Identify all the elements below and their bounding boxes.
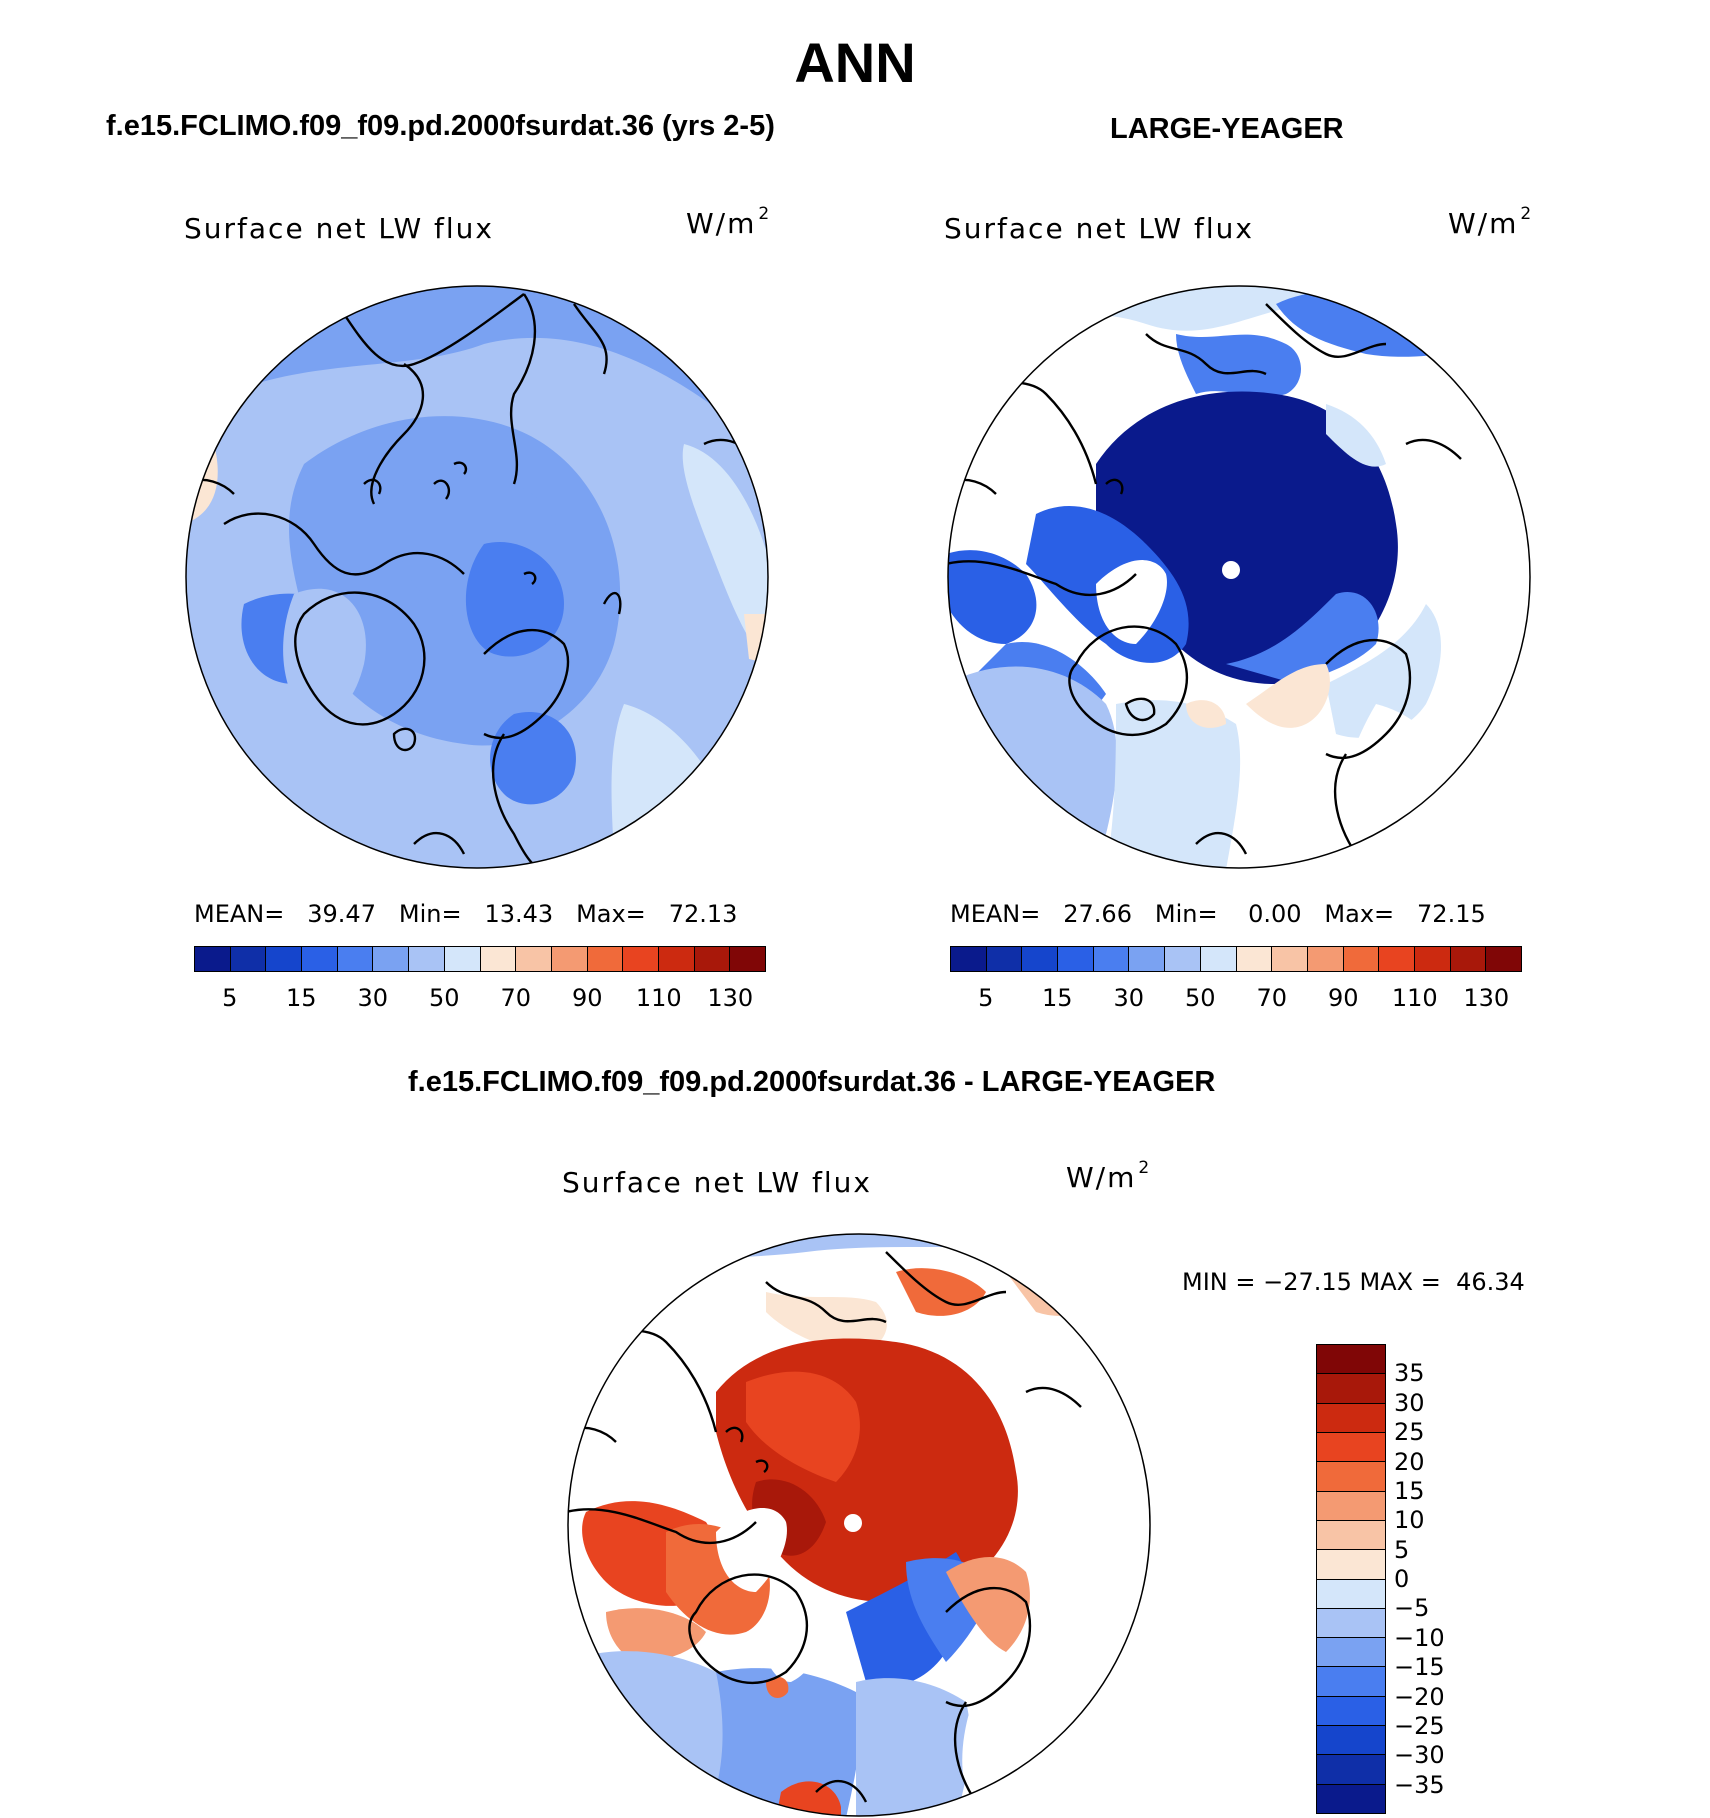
panel1-colorbar-tick-label: 30 bbox=[357, 984, 389, 1012]
panel2-colorbar-swatch bbox=[1058, 947, 1094, 971]
panel1-colorbar-swatch bbox=[266, 947, 303, 971]
panel1-units: W/m 2 bbox=[686, 204, 772, 240]
panel1-colorbar-swatch bbox=[337, 947, 374, 971]
panel3-variable-title: Surface net LW flux bbox=[562, 1166, 872, 1199]
panel3-colorbar-tick-label: −30 bbox=[1394, 1741, 1445, 1770]
panel2-colorbar bbox=[950, 946, 1522, 972]
panel3-colorbar-tick-label: −25 bbox=[1394, 1711, 1445, 1740]
panel1-colorbar-swatch bbox=[551, 947, 588, 971]
panel3-colorbar-tick-label: −15 bbox=[1394, 1653, 1445, 1682]
panel2-colorbar-tick-label: 90 bbox=[1327, 984, 1359, 1012]
panel2-colorbar-swatch bbox=[1450, 947, 1487, 971]
panel2-colorbar-swatch bbox=[1414, 947, 1451, 971]
panel2-colorbar-tick-label: 15 bbox=[1041, 984, 1073, 1012]
panel1-colorbar-tick-label: 50 bbox=[428, 984, 460, 1012]
panel3-units: W/m 2 bbox=[1066, 1158, 1152, 1194]
panel1-colorbar-tick-label: 15 bbox=[285, 984, 317, 1012]
panel1-colorbar-swatch bbox=[230, 947, 267, 971]
panel1-colorbar-swatch bbox=[302, 947, 338, 971]
panel3-colorbar-tick-label: −35 bbox=[1394, 1770, 1445, 1799]
panel3-colorbar-tick-label: 25 bbox=[1394, 1418, 1425, 1447]
panel1-polar-map bbox=[185, 285, 769, 869]
panel2-colorbar-swatch bbox=[1272, 947, 1308, 971]
panel3-colorbar-tick-label: 5 bbox=[1394, 1535, 1410, 1564]
panel3-colorbar-swatch bbox=[1317, 1608, 1385, 1639]
panel2-colorbar-swatch bbox=[986, 947, 1023, 971]
panel1-case-title: f.e15.FCLIMO.f09_f09.pd.2000fsurdat.36 (… bbox=[106, 110, 775, 142]
panel2-colorbar-tick-label: 50 bbox=[1184, 984, 1216, 1012]
panel2-stats: MEAN= 27.66 Min= 0.00 Max= 72.15 bbox=[950, 900, 1486, 928]
panel2-colorbar-swatch bbox=[1236, 947, 1273, 971]
panel3-colorbar bbox=[1316, 1344, 1386, 1814]
panel2-units: W/m 2 bbox=[1448, 204, 1534, 240]
panel1-colorbar-swatch bbox=[409, 947, 445, 971]
panel1-colorbar-swatch bbox=[444, 947, 481, 971]
panel3-colorbar-tick-label: 15 bbox=[1394, 1476, 1425, 1505]
panel3-colorbar-swatch bbox=[1317, 1550, 1385, 1580]
panel3-colorbar-swatch bbox=[1317, 1696, 1385, 1727]
panel2-case-title: LARGE-YEAGER bbox=[1110, 113, 1344, 145]
panel2-colorbar-swatch bbox=[1200, 947, 1237, 971]
panel3-colorbar-tick-label: 10 bbox=[1394, 1506, 1425, 1535]
panel1-colorbar-tick-label: 110 bbox=[635, 984, 682, 1012]
panel2-polar-map bbox=[947, 285, 1531, 869]
panel3-colorbar-swatch bbox=[1317, 1374, 1385, 1404]
panel3-colorbar-swatch bbox=[1317, 1579, 1385, 1609]
panel1-variable-title: Surface net LW flux bbox=[184, 212, 494, 245]
panel1-colorbar-swatch bbox=[730, 947, 765, 971]
panel2-colorbar-tick-label: 5 bbox=[978, 984, 994, 1012]
panel2-colorbar-tick-label: 30 bbox=[1113, 984, 1145, 1012]
panel2-variable-title: Surface net LW flux bbox=[944, 212, 1254, 245]
panel3-colorbar-swatch bbox=[1317, 1667, 1385, 1697]
panel2-colorbar-tick-label: 70 bbox=[1256, 984, 1288, 1012]
panel3-colorbar-tick-label: 35 bbox=[1394, 1359, 1425, 1388]
panel1-colorbar-tick-label: 130 bbox=[707, 984, 754, 1012]
panel1-colorbar-swatch bbox=[516, 947, 552, 971]
panel1-colorbar-swatch bbox=[623, 947, 659, 971]
panel3-colorbar-tick-label: 0 bbox=[1394, 1565, 1410, 1593]
panel2-colorbar-swatch bbox=[1379, 947, 1415, 971]
panel1-colorbar-swatch bbox=[694, 947, 731, 971]
panel3-minmax: MIN = −27.15 MAX = 46.34 bbox=[1182, 1268, 1525, 1296]
panel1-colorbar-swatch bbox=[480, 947, 517, 971]
panel1-colorbar-tick-label: 90 bbox=[571, 984, 603, 1012]
panel2-colorbar-tick-label: 130 bbox=[1463, 984, 1510, 1012]
panel2-colorbar-swatch bbox=[1129, 947, 1166, 971]
panel2-colorbar-swatch bbox=[1022, 947, 1059, 971]
panel3-colorbar-swatch bbox=[1317, 1491, 1385, 1521]
panel3-colorbar-tick-label: −10 bbox=[1394, 1623, 1445, 1652]
panel3-colorbar-swatch bbox=[1317, 1755, 1385, 1785]
panel2-colorbar-swatch bbox=[1486, 947, 1521, 971]
panel1-colorbar-tick-label: 5 bbox=[222, 984, 238, 1012]
panel3-colorbar-swatch bbox=[1317, 1432, 1385, 1463]
panel3-colorbar-tick-label: 30 bbox=[1394, 1388, 1425, 1417]
panel1-colorbar-swatch bbox=[658, 947, 695, 971]
panel2-colorbar-tick-label: 110 bbox=[1391, 984, 1438, 1012]
panel1-colorbar bbox=[194, 946, 766, 972]
panel3-colorbar-swatch bbox=[1317, 1784, 1385, 1813]
panel1-colorbar-swatch bbox=[373, 947, 410, 971]
panel2-colorbar-swatch bbox=[1165, 947, 1201, 971]
panel2-colorbar-swatch bbox=[1343, 947, 1380, 971]
figure-title: ANN bbox=[794, 31, 916, 94]
panel3-colorbar-swatch bbox=[1317, 1638, 1385, 1668]
panel1-stats: MEAN= 39.47 Min= 13.43 Max= 72.13 bbox=[194, 900, 738, 928]
panel3-case-title: f.e15.FCLIMO.f09_f09.pd.2000fsurdat.36 -… bbox=[408, 1066, 1216, 1098]
panel1-colorbar-swatch bbox=[587, 947, 624, 971]
panel3-colorbar-tick-label: −20 bbox=[1394, 1682, 1445, 1711]
panel3-colorbar-tick-label: 20 bbox=[1394, 1447, 1425, 1476]
panel3-colorbar-tick-label: −5 bbox=[1394, 1594, 1430, 1623]
panel2-colorbar-swatch bbox=[1307, 947, 1344, 971]
panel2-colorbar-swatch bbox=[951, 947, 987, 971]
panel3-difference-map bbox=[567, 1233, 1151, 1817]
panel3-colorbar-swatch bbox=[1317, 1345, 1385, 1375]
panel3-colorbar-swatch bbox=[1317, 1726, 1385, 1756]
panel3-colorbar-swatch bbox=[1317, 1520, 1385, 1551]
panel3-colorbar-swatch bbox=[1317, 1403, 1385, 1433]
panel1-colorbar-tick-label: 70 bbox=[500, 984, 532, 1012]
panel3-colorbar-swatch bbox=[1317, 1462, 1385, 1492]
panel2-colorbar-swatch bbox=[1093, 947, 1130, 971]
panel1-colorbar-swatch bbox=[195, 947, 231, 971]
